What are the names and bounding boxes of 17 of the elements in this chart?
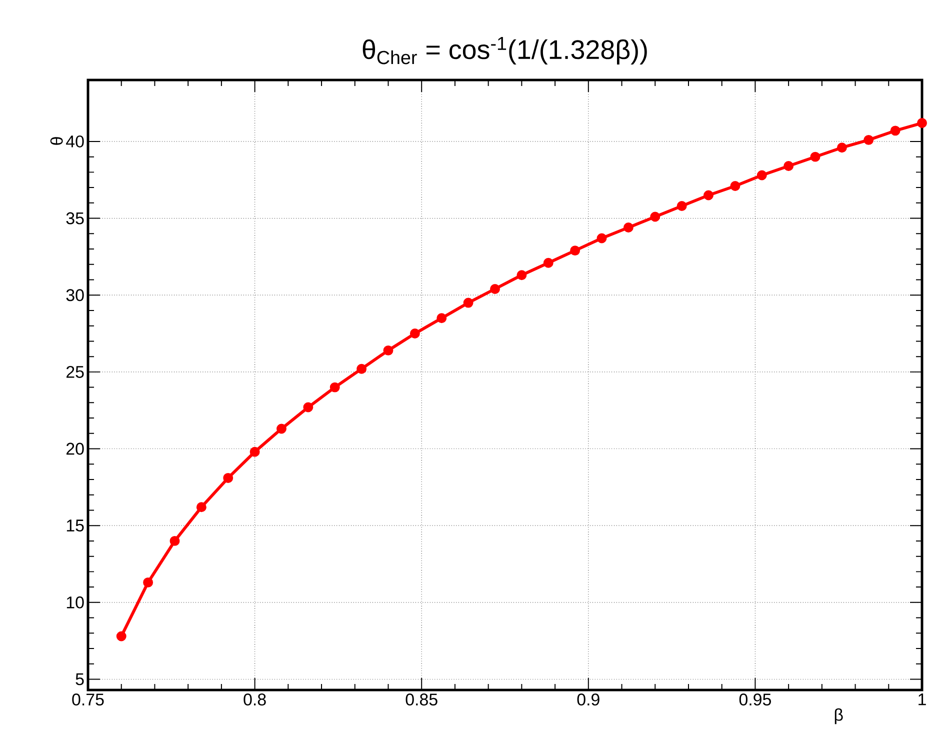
x-tick-label: 0.8 xyxy=(244,694,266,706)
x-tick-label: 0.75 xyxy=(72,694,104,706)
x-tick-label: 0.85 xyxy=(406,694,438,706)
chart-title: θ$_{Cher}$ = cos$^{-1}$(1/(1.328β)) xyxy=(362,36,647,64)
x-tick-label: 1 xyxy=(918,694,926,706)
y-tick-label: 20 xyxy=(66,442,84,455)
y-tick-label: 25 xyxy=(66,366,84,378)
x-tick-label: 0.95 xyxy=(739,694,771,706)
y-tick-label: 5 xyxy=(76,673,84,686)
y-axis-title: θ xyxy=(50,137,63,145)
y-tick-label: 10 xyxy=(66,596,84,608)
y-tick-label: 40 xyxy=(66,135,84,148)
x-tick-label: 0.9 xyxy=(577,694,600,706)
y-tick-label: 15 xyxy=(66,520,84,532)
y-tick-label: 35 xyxy=(66,212,84,224)
y-tick-label: 30 xyxy=(66,289,84,302)
x-axis-title: β xyxy=(834,708,843,724)
